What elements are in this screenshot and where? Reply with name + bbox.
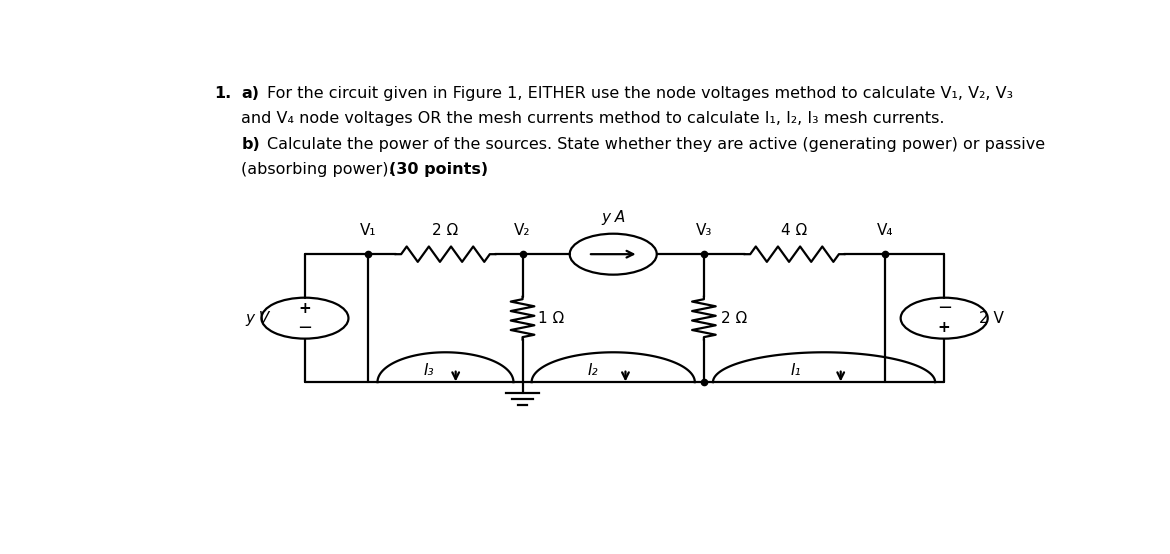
Text: I₂: I₂ xyxy=(587,363,598,378)
Text: +: + xyxy=(938,321,950,336)
Text: −: − xyxy=(937,299,951,317)
Text: +: + xyxy=(298,301,311,316)
Text: I₁: I₁ xyxy=(791,363,801,378)
Text: For the circuit given in Figure 1, EITHER use the node voltages method to calcul: For the circuit given in Figure 1, EITHE… xyxy=(267,86,1013,101)
Text: a): a) xyxy=(241,86,260,101)
Text: y V: y V xyxy=(246,311,270,326)
Text: V₄: V₄ xyxy=(878,223,894,238)
Text: 1.: 1. xyxy=(214,86,232,101)
Text: I₃: I₃ xyxy=(424,363,434,378)
Text: (30 points): (30 points) xyxy=(390,162,488,177)
Text: V₂: V₂ xyxy=(515,223,531,238)
Text: 4 Ω: 4 Ω xyxy=(782,223,807,238)
Text: Calculate the power of the sources. State whether they are active (generating po: Calculate the power of the sources. Stat… xyxy=(267,137,1045,152)
Text: y A: y A xyxy=(601,211,625,225)
Text: 1 Ω: 1 Ω xyxy=(538,311,565,326)
Text: b): b) xyxy=(241,137,260,152)
Text: 2 Ω: 2 Ω xyxy=(721,311,746,326)
Text: 2 V: 2 V xyxy=(979,311,1004,326)
Text: 2 Ω: 2 Ω xyxy=(433,223,459,238)
Text: (absorbing power).: (absorbing power). xyxy=(241,162,399,177)
Text: −: − xyxy=(297,319,312,337)
Text: and V₄ node voltages OR the mesh currents method to calculate I₁, I₂, I₃ mesh cu: and V₄ node voltages OR the mesh current… xyxy=(241,111,945,126)
Text: V₁: V₁ xyxy=(360,223,377,238)
Text: V₃: V₃ xyxy=(696,223,713,238)
